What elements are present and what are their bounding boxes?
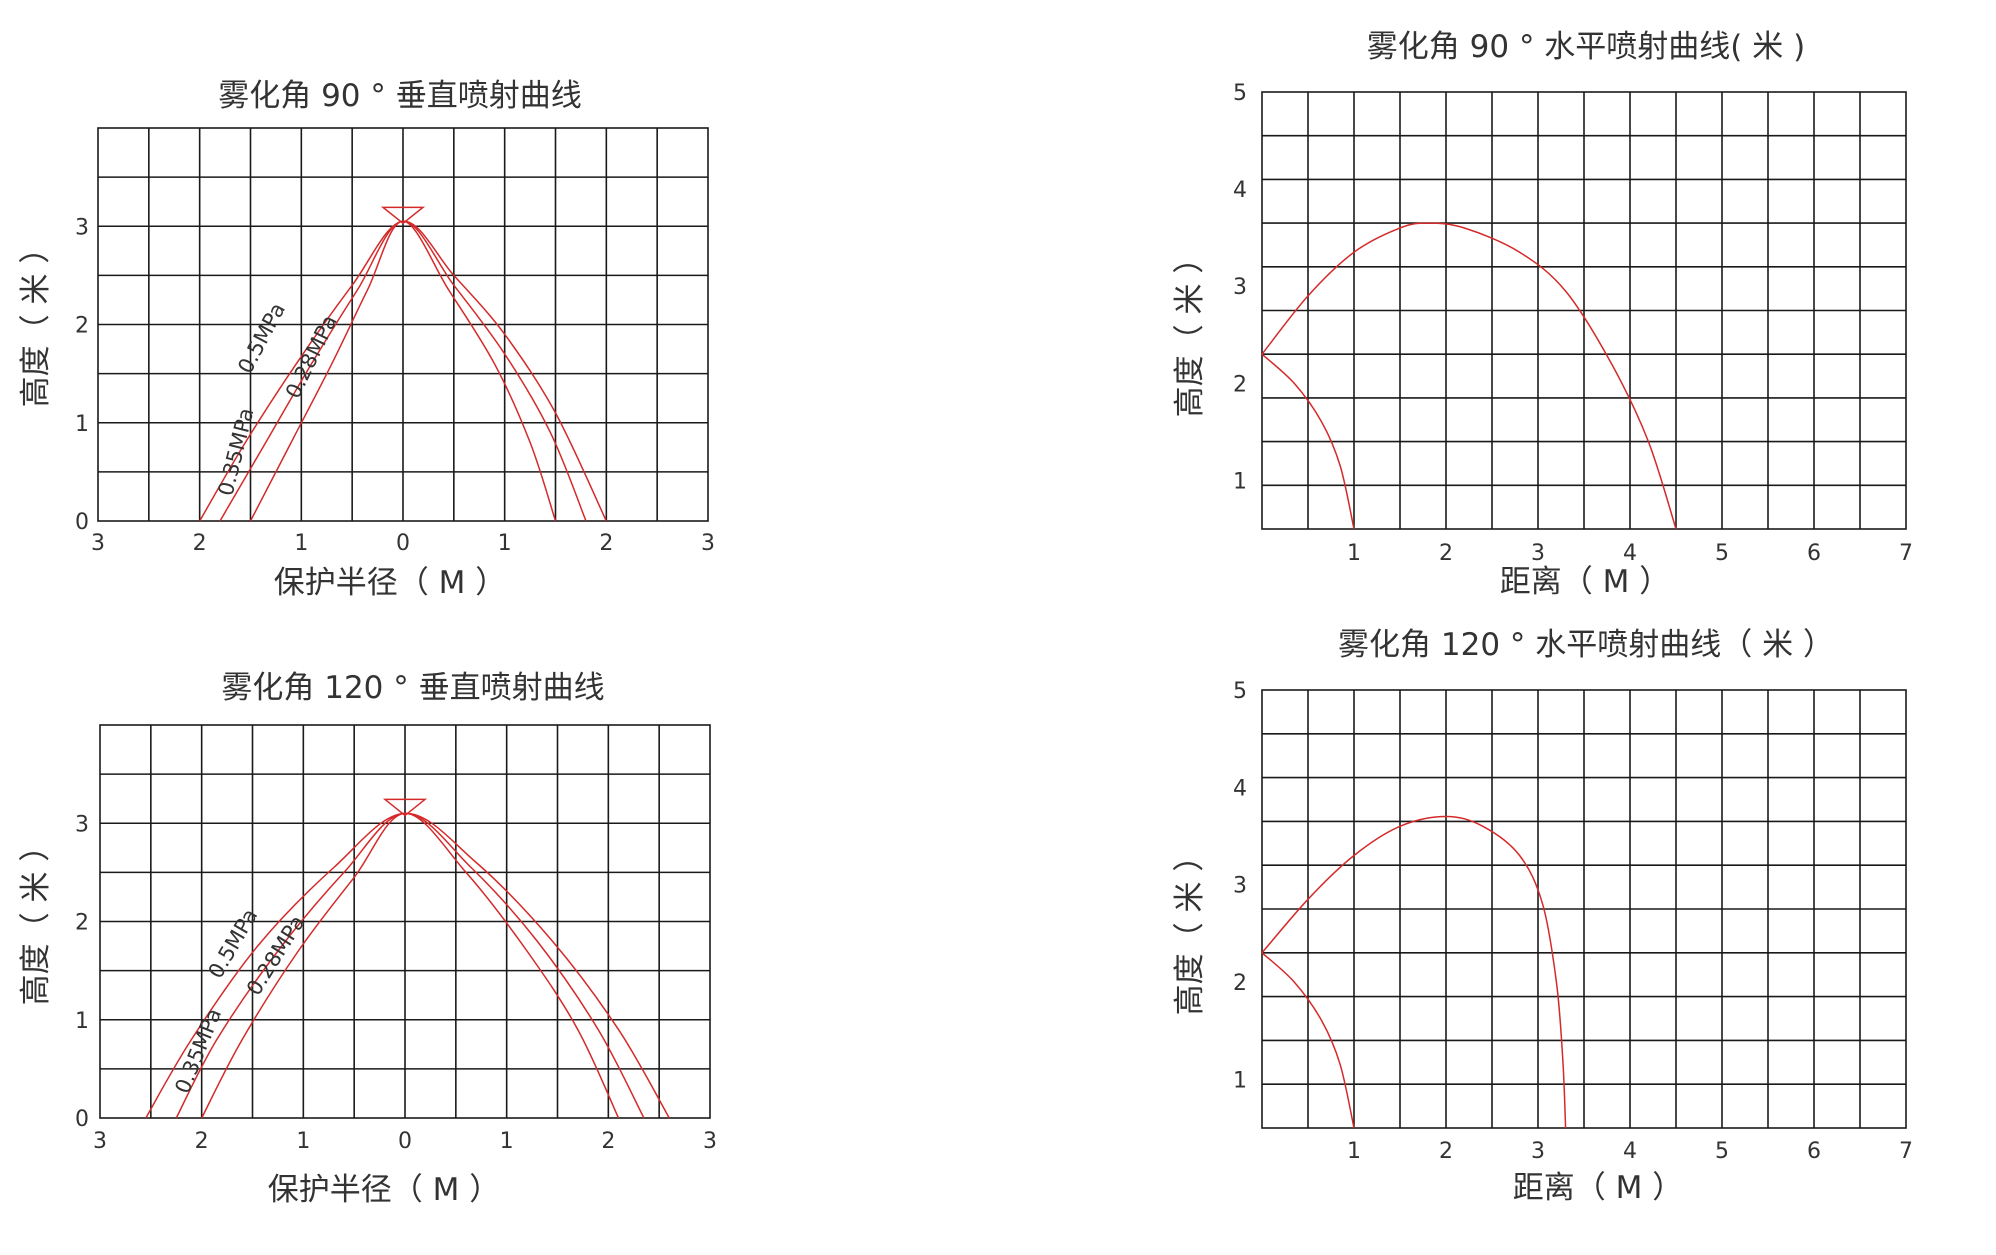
y-axis-label: 高度（ 米 ） xyxy=(1172,841,1208,1016)
plot-grid xyxy=(97,127,709,522)
x-tick-label: 7 xyxy=(1899,541,1913,566)
pressure-label: 0.35MPa xyxy=(214,406,259,499)
x-tick-label: 6 xyxy=(1807,1139,1821,1164)
y-tick-label: 3 xyxy=(1233,275,1247,300)
curves xyxy=(1261,222,1677,530)
x-tick-label: 1 xyxy=(500,1129,514,1154)
nozzle-icon xyxy=(380,206,426,225)
x-tick-label: 3 xyxy=(91,531,105,556)
x-tick-label: 4 xyxy=(1623,541,1637,566)
y-tick-labels: 0 1 2 3 xyxy=(75,812,89,1132)
x-tick-label: 3 xyxy=(93,1129,107,1154)
x-tick-label: 6 xyxy=(1807,541,1821,566)
chart-horizontal-120: 雾化角 120 ° 水平喷射曲线（ 米 ） 1 2 3 4 5 6 7 1 2 … xyxy=(1172,627,1913,1206)
nozzle-shape xyxy=(380,206,426,225)
chart-title: 雾化角 120 ° 垂直喷射曲线 xyxy=(221,670,604,706)
y-tick-label: 2 xyxy=(1233,372,1247,397)
x-tick-label: 0 xyxy=(398,1129,412,1154)
curves xyxy=(145,812,670,1119)
x-tick-label: 7 xyxy=(1899,1139,1913,1164)
x-tick-label: 1 xyxy=(1347,1139,1361,1164)
x-tick-label: 3 xyxy=(1531,541,1545,566)
chart-vertical-90: 雾化角 90 ° 垂直喷射曲线 3 2 1 0 1 2 3 0 1 2 3 0.… xyxy=(18,78,715,601)
x-tick-label: 2 xyxy=(195,1129,209,1154)
y-axis-label: 高度（ 米 ） xyxy=(1172,243,1208,418)
x-tick-labels: 1 2 3 4 5 6 7 xyxy=(1347,1139,1913,1164)
nozzle-icon xyxy=(382,798,428,817)
x-tick-label: 3 xyxy=(701,531,715,556)
spray-curve xyxy=(1261,353,1355,530)
y-axis-label: 高度（ 米 ） xyxy=(18,233,54,408)
pressure-label: 0.35MPa xyxy=(170,1005,226,1097)
x-tick-label: 5 xyxy=(1715,541,1729,566)
plot-grid xyxy=(1261,91,1907,530)
x-tick-label: 3 xyxy=(703,1129,717,1154)
chart-horizontal-90: 雾化角 90 ° 水平喷射曲线( 米 ) 1 2 3 4 5 6 7 1 2 3… xyxy=(1172,29,1913,600)
y-axis-label: 高度（ 米 ） xyxy=(18,831,54,1006)
plot-grid xyxy=(99,724,711,1119)
y-tick-label: 2 xyxy=(1233,971,1247,996)
x-tick-label: 3 xyxy=(1531,1139,1545,1164)
spray-curve xyxy=(249,220,557,522)
y-tick-label: 2 xyxy=(75,314,89,339)
x-tick-label: 5 xyxy=(1715,1139,1729,1164)
chart-title: 雾化角 90 ° 垂直喷射曲线 xyxy=(218,78,582,114)
x-tick-label: 2 xyxy=(599,531,613,556)
y-tick-label: 1 xyxy=(1233,1068,1247,1093)
y-tick-labels: 1 2 3 4 5 xyxy=(1233,679,1247,1093)
plot-grid xyxy=(1261,689,1907,1129)
pressure-label: 0.5MPa xyxy=(233,299,290,377)
y-tick-label: 3 xyxy=(75,812,89,837)
x-axis-label: 保护半径（ M ） xyxy=(274,565,506,601)
nozzle-shape xyxy=(382,798,428,817)
y-tick-label: 4 xyxy=(1233,776,1247,801)
x-axis-label: 距离（ M ） xyxy=(1500,564,1670,600)
y-tick-label: 5 xyxy=(1233,81,1247,106)
y-tick-label: 5 xyxy=(1233,679,1247,704)
spray-curve xyxy=(201,812,620,1119)
spray-curve xyxy=(1261,222,1677,530)
x-tick-label: 1 xyxy=(498,531,512,556)
x-tick-label: 1 xyxy=(296,1129,310,1154)
x-axis-label: 距离（ M ） xyxy=(1513,1170,1683,1206)
x-tick-label: 2 xyxy=(1439,1139,1453,1164)
x-tick-label: 2 xyxy=(1439,541,1453,566)
chart-title: 雾化角 120 ° 水平喷射曲线（ 米 ） xyxy=(1338,627,1834,663)
y-tick-label: 1 xyxy=(1233,469,1247,494)
curves xyxy=(199,220,607,522)
y-tick-label: 3 xyxy=(1233,874,1247,899)
chart-vertical-120: 雾化角 120 ° 垂直喷射曲线 3 2 1 0 1 2 3 0 1 2 3 0… xyxy=(18,670,717,1208)
spray-curve xyxy=(1261,952,1355,1129)
spray-curve xyxy=(1261,815,1567,1129)
x-axis-label: 保护半径（ M ） xyxy=(268,1172,500,1208)
y-tick-label: 0 xyxy=(75,510,89,535)
x-tick-labels: 3 2 1 0 1 2 3 xyxy=(91,531,715,556)
x-tick-labels: 1 2 3 4 5 6 7 xyxy=(1347,541,1913,566)
curves xyxy=(1261,815,1567,1129)
x-tick-label: 2 xyxy=(601,1129,615,1154)
x-tick-label: 1 xyxy=(1347,541,1361,566)
x-tick-label: 1 xyxy=(294,531,308,556)
y-tick-labels: 0 1 2 3 xyxy=(75,215,89,535)
spray-curve xyxy=(175,812,645,1119)
pressure-labels: 0.5MPa 0.35MPa 0.28MPa xyxy=(170,905,309,1097)
y-tick-label: 4 xyxy=(1233,178,1247,203)
x-tick-label: 2 xyxy=(193,531,207,556)
chart-title: 雾化角 90 ° 水平喷射曲线( 米 ) xyxy=(1367,29,1805,65)
x-tick-label: 0 xyxy=(396,531,410,556)
y-tick-labels: 1 2 3 4 5 xyxy=(1233,81,1247,494)
y-tick-label: 3 xyxy=(75,215,89,240)
y-tick-label: 0 xyxy=(75,1107,89,1132)
y-tick-label: 1 xyxy=(75,1009,89,1034)
y-tick-label: 2 xyxy=(75,911,89,936)
x-tick-labels: 3 2 1 0 1 2 3 xyxy=(93,1129,717,1154)
y-tick-label: 1 xyxy=(75,412,89,437)
x-tick-label: 4 xyxy=(1623,1139,1637,1164)
